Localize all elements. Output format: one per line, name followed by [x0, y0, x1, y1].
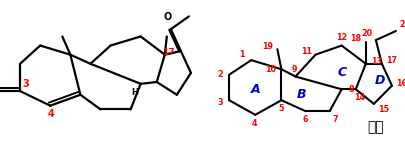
Text: 13: 13: [371, 57, 382, 66]
Text: 3: 3: [217, 98, 222, 107]
Text: 6: 6: [302, 115, 307, 124]
Text: 19: 19: [261, 42, 272, 51]
Text: 3: 3: [23, 79, 30, 89]
Text: D: D: [374, 74, 384, 87]
Text: C: C: [336, 66, 345, 79]
Text: 21: 21: [399, 20, 405, 29]
Text: 9: 9: [291, 65, 296, 74]
Text: 12: 12: [335, 33, 346, 42]
Text: 10: 10: [264, 65, 275, 74]
Text: 11: 11: [300, 47, 311, 56]
Text: 孕甫: 孕甫: [367, 121, 383, 134]
Text: 17: 17: [386, 56, 396, 65]
Text: A: A: [250, 83, 260, 96]
Text: B: B: [296, 88, 305, 101]
Text: 4: 4: [251, 119, 256, 127]
Text: O: O: [163, 12, 171, 22]
Text: 4: 4: [48, 109, 55, 119]
Text: 8: 8: [348, 85, 354, 94]
Text: 1: 1: [239, 50, 244, 59]
Text: 2: 2: [217, 70, 222, 79]
Text: 5: 5: [278, 104, 284, 113]
Text: 7: 7: [332, 115, 338, 124]
Text: 20: 20: [360, 29, 371, 38]
Text: H: H: [131, 88, 138, 97]
Text: 17: 17: [162, 48, 175, 57]
Text: 14: 14: [354, 93, 364, 102]
Text: 18: 18: [350, 34, 360, 43]
Text: 15: 15: [377, 105, 388, 114]
Text: 16: 16: [396, 79, 405, 88]
